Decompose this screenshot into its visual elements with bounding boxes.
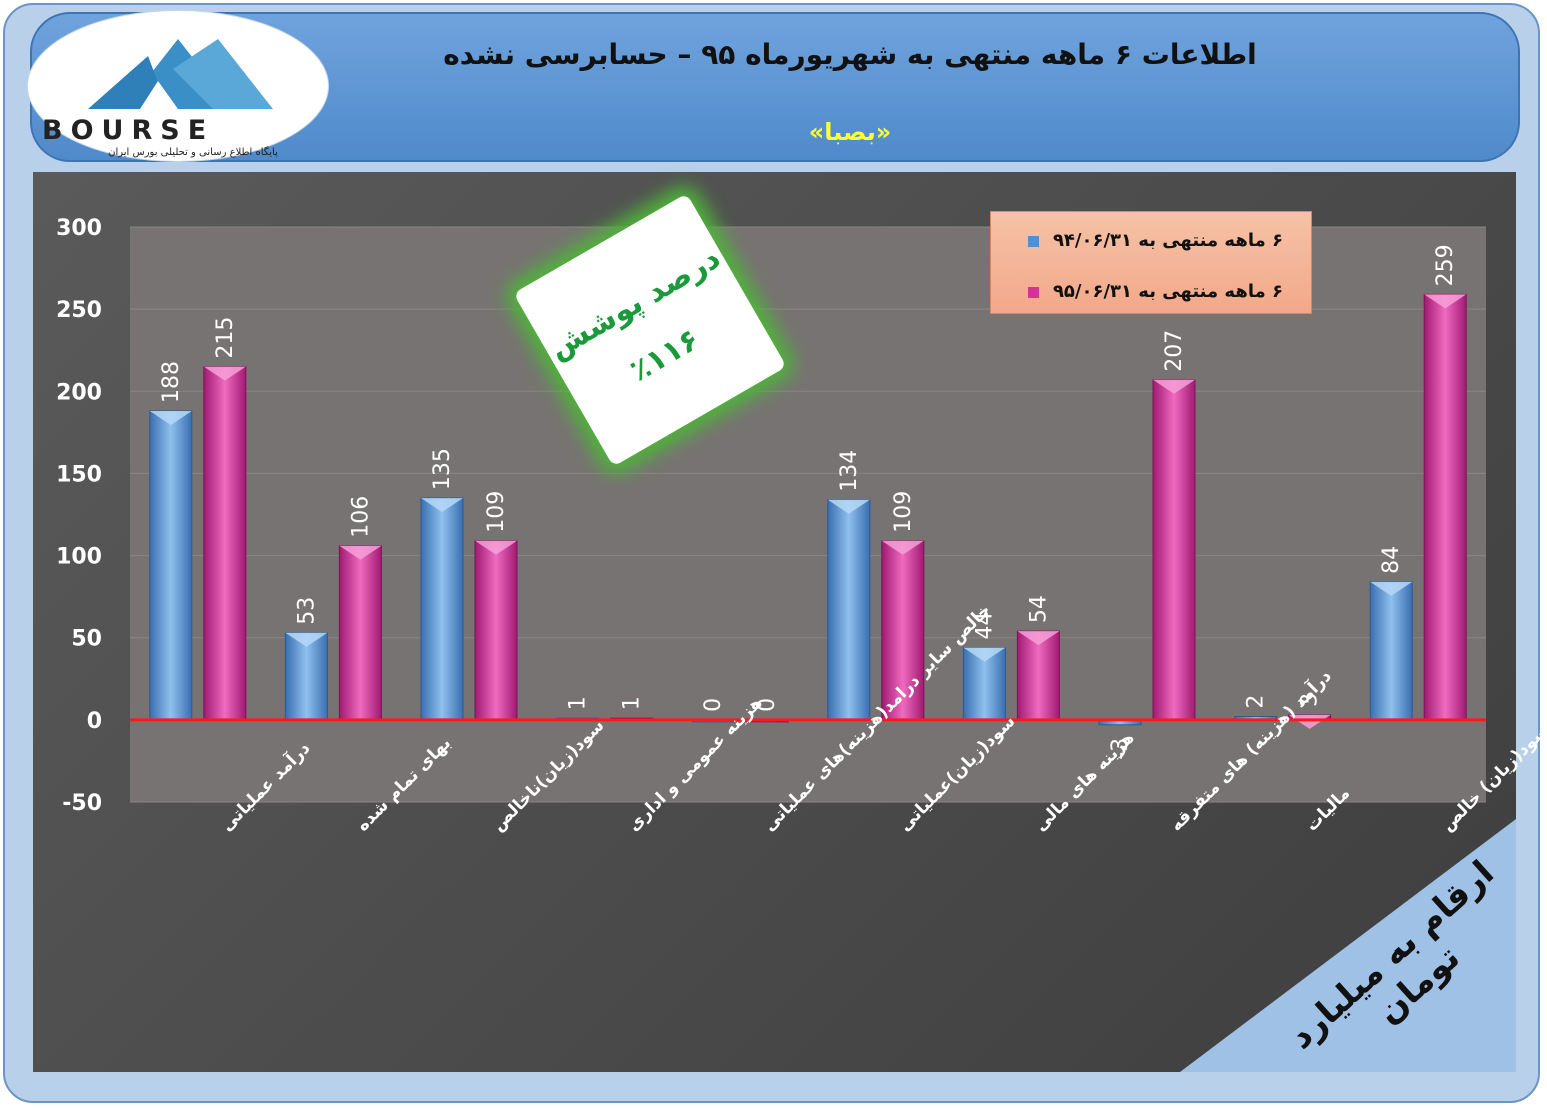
logo: BOURSE پایگاه اطلاع رسانی و تحلیلی بورس …	[27, 10, 329, 162]
y-tick-label: 50	[71, 627, 102, 652]
bar-cap	[1370, 581, 1413, 596]
y-tick-label: -50	[62, 791, 102, 816]
y-tick-label: 200	[56, 380, 102, 405]
bar-cap	[881, 540, 924, 555]
data-label: 215	[213, 317, 238, 359]
bar	[203, 366, 247, 721]
data-label: 1	[620, 696, 645, 710]
logo-word: BOURSE	[42, 115, 215, 146]
bar-cap	[963, 647, 1006, 662]
bar-cap	[1017, 631, 1060, 646]
data-label: 0	[701, 698, 726, 712]
legend-item-series2: ۶ ماهه منتهی به ۹۵/۰۶/۳۱	[1027, 281, 1283, 302]
data-label: 106	[348, 496, 373, 538]
data-label: 135	[430, 448, 455, 490]
data-label: 53	[294, 597, 319, 625]
bar	[149, 410, 193, 721]
bar-cap	[149, 411, 192, 425]
y-tick-label: 150	[56, 462, 102, 487]
data-label: 188	[159, 361, 184, 403]
bar-cap	[827, 499, 870, 514]
y-tick-label: 250	[56, 298, 102, 323]
bar-cap	[421, 498, 463, 513]
data-label: 3	[1298, 693, 1323, 707]
bar	[1369, 581, 1413, 721]
data-label: 1	[566, 696, 591, 710]
bar-cap	[1153, 379, 1195, 394]
bar	[881, 540, 925, 721]
bar	[1423, 293, 1467, 721]
data-label: 44	[972, 612, 997, 640]
data-label: 134	[837, 450, 862, 492]
chart-legend: ۶ ماهه منتهی به ۹۴/۰۶/۳۱ ۶ ماهه منتهی به…	[990, 211, 1312, 314]
data-label: 54	[1026, 595, 1051, 623]
bar	[338, 545, 382, 721]
data-label: 84	[1379, 546, 1404, 574]
bar-cap	[339, 545, 382, 560]
company-symbol: «بصبا»	[808, 118, 892, 146]
data-label: 2	[1244, 695, 1269, 709]
y-tick-label: 100	[56, 545, 102, 570]
legend-item-series1: ۶ ماهه منتهی به ۹۴/۰۶/۳۱	[1027, 230, 1283, 251]
data-label: 0	[755, 698, 780, 712]
data-label: 207	[1162, 330, 1187, 372]
page-title: اطلاعات ۶ ماهه منتهی به شهریورماه ۹۵ – ح…	[443, 38, 1257, 71]
bar	[474, 540, 518, 721]
legend-swatch-series1	[1027, 235, 1039, 247]
bar	[420, 497, 464, 721]
legend-label-series1: ۶ ماهه منتهی به ۹۴/۰۶/۳۱	[1052, 230, 1283, 251]
logo-tagline: پایگاه اطلاع رسانی و تحلیلی بورس ایران	[108, 147, 278, 158]
data-label: 259	[1433, 244, 1458, 286]
bar-cap	[285, 632, 328, 647]
bar	[284, 632, 328, 721]
bar	[827, 499, 871, 721]
data-label: 109	[484, 491, 509, 533]
bar-cap	[475, 540, 517, 555]
data-label: -3	[1108, 738, 1133, 760]
y-tick-label: 0	[87, 709, 102, 734]
data-label: 109	[891, 491, 916, 533]
legend-label-series2: ۶ ماهه منتهی به ۹۵/۰۶/۳۱	[1052, 281, 1283, 302]
bar	[1152, 379, 1196, 721]
y-tick-label: 300	[56, 216, 102, 241]
legend-swatch-series2	[1027, 286, 1039, 298]
logo-mark-icon	[88, 39, 273, 109]
bar-cap	[1424, 294, 1467, 309]
bar-cap	[203, 366, 246, 381]
